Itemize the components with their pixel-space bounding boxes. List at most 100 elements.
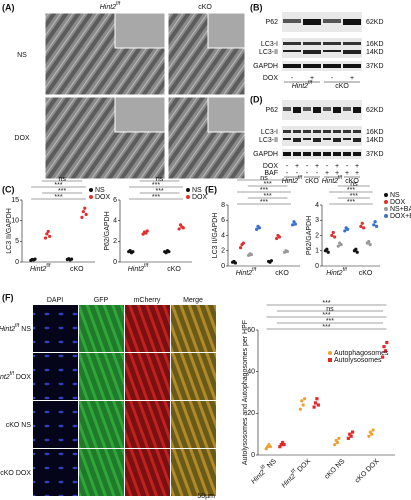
- protein-label: P62: [266, 19, 279, 26]
- band: [283, 19, 301, 23]
- label-part: f/f: [260, 464, 268, 472]
- y-tick-label: 0: [113, 259, 117, 266]
- band: [303, 152, 311, 156]
- blot: [282, 12, 362, 32]
- label-part: cKO: [345, 178, 359, 185]
- label-part: f/f: [10, 371, 15, 377]
- treatment-sign: -: [331, 75, 334, 82]
- legend-swatch: [384, 193, 388, 197]
- x-tick-label: Hint2f/f: [236, 267, 257, 277]
- legend-swatch: [384, 200, 388, 204]
- data-point: [167, 250, 171, 254]
- panel-label: (A): [2, 2, 15, 12]
- x-tick-label: cKO: [167, 266, 181, 273]
- size-label: 37KD: [366, 151, 384, 158]
- panel-label: (F): [2, 292, 14, 302]
- band: [283, 152, 291, 156]
- row-label: DOX: [263, 75, 279, 82]
- legend-label: NS: [192, 187, 202, 194]
- significance-label: ***: [54, 194, 62, 201]
- significance-label: ns: [58, 176, 66, 183]
- band: [293, 152, 301, 156]
- treatment-sign: +: [310, 75, 314, 82]
- y-tick-label: 10: [11, 218, 19, 225]
- band: [313, 138, 321, 142]
- row-label: DOX: [263, 163, 279, 170]
- band: [343, 50, 361, 54]
- treatment-sign: +: [355, 163, 359, 170]
- x-tick-label: Hint2f/f: [128, 263, 149, 273]
- treatment-sign: +: [335, 170, 339, 177]
- band: [323, 42, 341, 45]
- data-point: [84, 212, 88, 217]
- data-point: [339, 243, 343, 247]
- treatment-sign: -: [306, 163, 309, 170]
- band: [283, 107, 291, 111]
- significance-label: ***: [326, 318, 334, 325]
- band: [303, 19, 321, 25]
- channel-header: DAPI: [47, 297, 63, 304]
- data-point: [257, 226, 261, 230]
- blot: [282, 100, 362, 120]
- column-header: Hint2f/f: [100, 1, 121, 11]
- inset: [114, 96, 166, 133]
- band: [343, 130, 351, 133]
- fluorescence-image: [171, 401, 216, 448]
- fluorescence-image: [125, 449, 170, 496]
- band: [303, 42, 321, 45]
- inset: [207, 96, 246, 133]
- inset: [207, 12, 246, 49]
- size-label: 16KD: [366, 129, 384, 136]
- x-tick-label: Hint2f/f: [326, 267, 347, 277]
- data-point: [181, 226, 185, 230]
- y-tick-label: 40: [247, 369, 255, 376]
- band: [323, 64, 341, 68]
- panel-label: (C): [2, 184, 15, 194]
- inset: [114, 12, 166, 49]
- y-tick-label: 3: [315, 217, 319, 224]
- data-point: [298, 407, 303, 411]
- legend-swatch: [384, 207, 388, 211]
- legend-swatch: [186, 188, 190, 192]
- data-point: [255, 227, 259, 231]
- label-part: cKO: [70, 266, 84, 273]
- data-point: [177, 227, 181, 231]
- y-axis-label: P62/GAPDH: [306, 216, 313, 255]
- protein-label: LC3-I: [261, 41, 278, 48]
- legend-label: NS+BAF: [390, 206, 411, 213]
- protein-label: LC3-II: [259, 49, 278, 56]
- significance-label: ***: [350, 193, 358, 200]
- fluorescence-image: [79, 401, 124, 448]
- band: [293, 130, 301, 133]
- y-tick-label: 4: [221, 232, 225, 239]
- label-part: Hint2: [0, 374, 10, 381]
- y-axis-label: P62/GAPDH: [104, 211, 111, 250]
- band: [343, 107, 351, 111]
- data-point: [345, 227, 350, 231]
- significance-label: ***: [58, 188, 66, 195]
- band: [303, 138, 311, 140]
- band: [283, 130, 291, 133]
- legend-label: NS: [95, 187, 105, 194]
- x-tick-label: Hint2f/f: [30, 263, 51, 273]
- treatment-sign: +: [345, 170, 349, 177]
- protein-label: GAPDH: [253, 63, 278, 70]
- significance-label: ns: [350, 181, 358, 188]
- data-point: [385, 340, 389, 345]
- data-point: [33, 257, 37, 261]
- data-point: [367, 240, 371, 244]
- y-axis-label: LC3 II/GAPDH: [212, 213, 219, 259]
- data-point: [43, 236, 48, 240]
- label-part: Hint2: [281, 473, 298, 490]
- channel-header: mCherry: [134, 297, 161, 304]
- label-part: DOX: [14, 374, 31, 381]
- data-point: [325, 247, 329, 251]
- significance-label: ns: [326, 306, 334, 313]
- label-part: Hint2: [236, 270, 252, 277]
- legend-label: DOX: [390, 199, 406, 206]
- y-tick-label: 6: [221, 217, 225, 224]
- fluorescence-image: [79, 353, 124, 400]
- band: [323, 152, 331, 156]
- data-point: [335, 440, 340, 445]
